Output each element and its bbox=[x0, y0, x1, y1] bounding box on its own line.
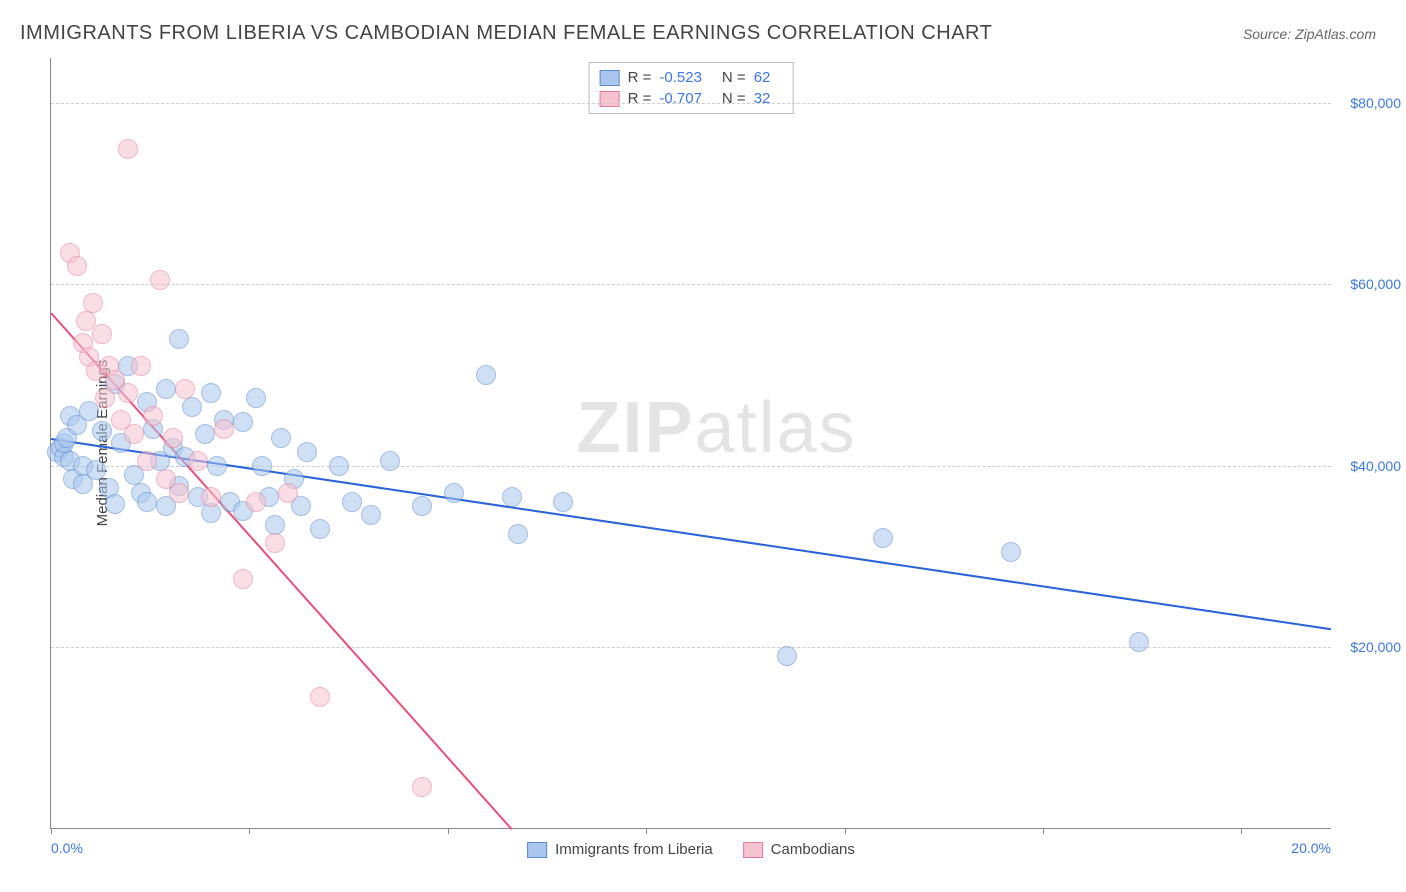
x-tick bbox=[646, 828, 647, 834]
legend-r-label: R = bbox=[628, 90, 652, 107]
data-point bbox=[246, 492, 266, 512]
data-point bbox=[201, 383, 221, 403]
data-point bbox=[873, 528, 893, 548]
data-point bbox=[169, 483, 189, 503]
legend-item: Immigrants from Liberia bbox=[527, 841, 713, 858]
data-point bbox=[79, 401, 99, 421]
y-tick-label: $60,000 bbox=[1341, 276, 1401, 292]
legend-row: R = -0.523 N = 62 bbox=[600, 67, 783, 88]
data-point bbox=[310, 519, 330, 539]
legend-n-value: 62 bbox=[754, 69, 771, 86]
data-point bbox=[1001, 542, 1021, 562]
data-point bbox=[476, 365, 496, 385]
data-point bbox=[252, 456, 272, 476]
x-tick bbox=[845, 828, 846, 834]
data-point bbox=[175, 379, 195, 399]
data-point bbox=[92, 421, 112, 441]
data-point bbox=[553, 492, 573, 512]
legend-r-value: -0.523 bbox=[659, 69, 702, 86]
source-label: Source: ZipAtlas.com bbox=[1243, 26, 1376, 42]
data-point bbox=[508, 524, 528, 544]
legend-swatch bbox=[600, 70, 620, 86]
legend-row: R = -0.707 N = 32 bbox=[600, 88, 783, 109]
data-point bbox=[95, 388, 115, 408]
data-point bbox=[214, 419, 234, 439]
data-point bbox=[137, 492, 157, 512]
chart-title: IMMIGRANTS FROM LIBERIA VS CAMBODIAN MED… bbox=[20, 22, 992, 45]
data-point bbox=[131, 356, 151, 376]
legend-label: Immigrants from Liberia bbox=[555, 841, 713, 858]
trend-line bbox=[51, 438, 1331, 630]
data-point bbox=[124, 424, 144, 444]
legend-n-value: 32 bbox=[754, 90, 771, 107]
data-point bbox=[361, 505, 381, 525]
y-tick-label: $40,000 bbox=[1341, 458, 1401, 474]
legend-item: Cambodians bbox=[743, 841, 855, 858]
data-point bbox=[195, 424, 215, 444]
data-point bbox=[246, 388, 266, 408]
legend-n-label: N = bbox=[722, 69, 746, 86]
data-point bbox=[412, 496, 432, 516]
data-point bbox=[150, 270, 170, 290]
data-point bbox=[310, 687, 330, 707]
legend-swatch bbox=[743, 842, 763, 858]
data-point bbox=[92, 324, 112, 344]
data-point bbox=[233, 412, 253, 432]
data-point bbox=[182, 397, 202, 417]
grid-line bbox=[51, 103, 1331, 104]
data-point bbox=[265, 533, 285, 553]
correlation-legend: R = -0.523 N = 62 R = -0.707 N = 32 bbox=[589, 62, 794, 114]
watermark: ZIPatlas bbox=[577, 387, 857, 469]
x-tick bbox=[51, 828, 52, 834]
data-point bbox=[297, 442, 317, 462]
data-point bbox=[278, 483, 298, 503]
data-point bbox=[67, 256, 87, 276]
data-point bbox=[156, 379, 176, 399]
x-tick-label: 20.0% bbox=[1291, 840, 1331, 856]
data-point bbox=[83, 293, 103, 313]
data-point bbox=[1129, 632, 1149, 652]
data-point bbox=[118, 383, 138, 403]
data-point bbox=[163, 428, 183, 448]
data-point bbox=[444, 483, 464, 503]
legend-r-label: R = bbox=[628, 69, 652, 86]
data-point bbox=[105, 494, 125, 514]
x-tick bbox=[448, 828, 449, 834]
x-tick bbox=[1043, 828, 1044, 834]
data-point bbox=[271, 428, 291, 448]
legend-swatch bbox=[527, 842, 547, 858]
data-point bbox=[233, 569, 253, 589]
data-point bbox=[201, 487, 221, 507]
y-tick-label: $20,000 bbox=[1341, 639, 1401, 655]
y-tick-label: $80,000 bbox=[1341, 95, 1401, 111]
x-tick bbox=[1241, 828, 1242, 834]
data-point bbox=[207, 456, 227, 476]
data-point bbox=[502, 487, 522, 507]
data-point bbox=[380, 451, 400, 471]
data-point bbox=[143, 406, 163, 426]
plot-area: Median Female Earnings ZIPatlas R =-0.52… bbox=[50, 58, 1331, 829]
data-point bbox=[329, 456, 349, 476]
data-point bbox=[86, 460, 106, 480]
x-tick-label: 0.0% bbox=[51, 840, 83, 856]
legend-n-label: N = bbox=[722, 90, 746, 107]
data-point bbox=[342, 492, 362, 512]
data-point bbox=[777, 646, 797, 666]
grid-line bbox=[51, 284, 1331, 285]
series-legend: Immigrants from Liberia Cambodians bbox=[527, 841, 855, 858]
legend-r-value: -0.707 bbox=[659, 90, 702, 107]
data-point bbox=[188, 451, 208, 471]
x-tick bbox=[249, 828, 250, 834]
legend-label: Cambodians bbox=[771, 841, 855, 858]
data-point bbox=[412, 777, 432, 797]
chart-container: IMMIGRANTS FROM LIBERIA VS CAMBODIAN MED… bbox=[0, 0, 1406, 892]
data-point bbox=[137, 451, 157, 471]
data-point bbox=[265, 515, 285, 535]
data-point bbox=[169, 329, 189, 349]
data-point bbox=[118, 139, 138, 159]
